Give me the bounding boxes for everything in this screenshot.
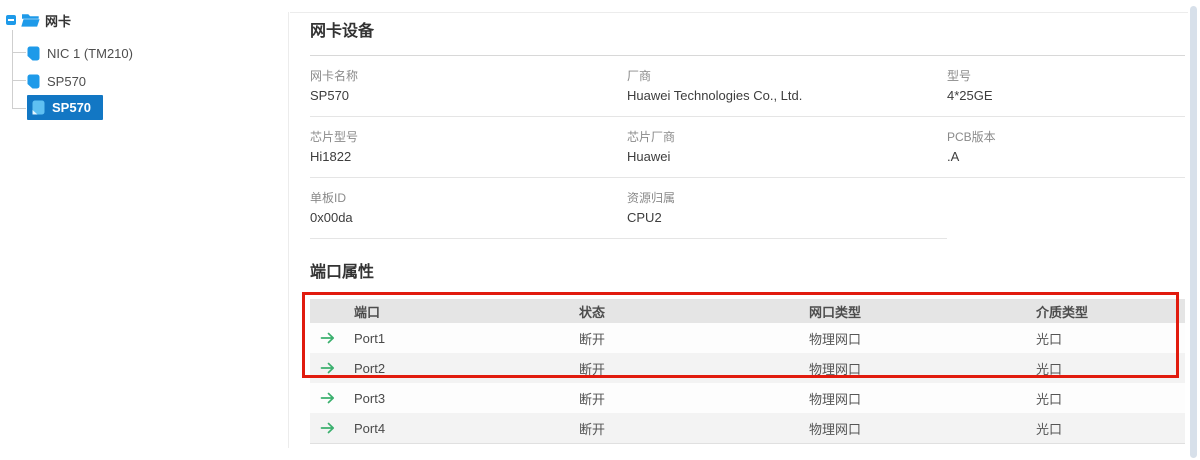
field-vendor: 厂商 Huawei Technologies Co., Ltd. <box>627 56 947 117</box>
port-status: 断开 <box>579 421 606 437</box>
main-content: 网卡设备 网卡名称 SP570 厂商 Huawei Technologies C… <box>310 0 1185 444</box>
nic-card-icon <box>27 46 40 61</box>
tree-node-root[interactable]: 网卡 <box>6 10 71 30</box>
tree-connector-line <box>13 80 26 81</box>
port-media: 光口 <box>1036 361 1063 377</box>
device-section-title: 网卡设备 <box>310 0 1185 56</box>
port-status: 断开 <box>579 391 606 407</box>
field-value: Huawei <box>627 149 671 164</box>
field-value: 0x00da <box>310 210 353 225</box>
field-nic-name: 网卡名称 SP570 <box>310 56 627 117</box>
port-status: 断开 <box>579 331 606 347</box>
field-chip-model: 芯片型号 Hi1822 <box>310 117 627 178</box>
vertical-scrollbar[interactable] <box>1190 6 1197 458</box>
field-value: SP570 <box>310 88 350 103</box>
field-label: 芯片厂商 <box>627 130 676 144</box>
device-fields-grid: 网卡名称 SP570 厂商 Huawei Technologies Co., L… <box>310 56 1185 239</box>
port-row-3[interactable]: Port3 断开 物理网口 光口 <box>310 383 1185 413</box>
folder-open-icon <box>21 12 40 28</box>
column-header-status: 状态 <box>579 304 606 320</box>
tree-root-label: 网卡 <box>45 13 72 29</box>
tree-node-sp570-1[interactable]: SP570 <box>27 72 86 90</box>
column-header-port: 端口 <box>354 304 381 320</box>
port-name: Port1 <box>354 330 386 346</box>
field-label: PCB版本 <box>947 130 996 144</box>
port-type: 物理网口 <box>809 391 862 407</box>
field-label: 资源归属 <box>627 191 676 205</box>
port-type: 物理网口 <box>809 331 862 347</box>
port-status-arrow-icon <box>310 362 354 374</box>
column-header-media-type: 介质类型 <box>1036 304 1089 320</box>
field-value: .A <box>947 149 960 164</box>
port-row-4[interactable]: Port4 断开 物理网口 光口 <box>310 413 1185 444</box>
port-name: Port4 <box>354 420 386 436</box>
field-label: 单板ID <box>310 191 347 205</box>
tree-connector-line <box>13 108 26 109</box>
tree-item-label: SP570 <box>47 73 87 89</box>
field-pcb-version: PCB版本 .A <box>947 117 1185 178</box>
field-label: 型号 <box>947 69 972 83</box>
content-top-border <box>290 12 1188 13</box>
port-name: Port3 <box>354 390 386 406</box>
tree-node-nic1[interactable]: NIC 1 (TM210) <box>27 44 133 62</box>
tree-connector-line <box>13 52 26 53</box>
port-table: 端口 状态 网口类型 介质类型 Port1 断开 物理网口 光口 Port2 断 <box>310 299 1185 444</box>
port-status: 断开 <box>579 361 606 377</box>
port-row-2[interactable]: Port2 断开 物理网口 光口 <box>310 353 1185 383</box>
port-name: Port2 <box>354 360 386 376</box>
port-status-arrow-icon <box>310 392 354 404</box>
port-type: 物理网口 <box>809 361 862 377</box>
port-status-arrow-icon <box>310 332 354 344</box>
panel-divider <box>288 12 289 448</box>
device-tree: 网卡 NIC 1 (TM210) SP570 <box>0 0 288 460</box>
nic-card-icon <box>27 74 40 89</box>
field-value: 4*25GE <box>947 88 993 103</box>
tree-connector-line <box>12 30 13 109</box>
port-type: 物理网口 <box>809 421 862 437</box>
field-value: Huawei Technologies Co., Ltd. <box>627 88 803 103</box>
port-media: 光口 <box>1036 391 1063 407</box>
tree-item-label: NIC 1 (TM210) <box>47 45 133 61</box>
collapse-toggle-icon[interactable] <box>6 15 16 25</box>
field-value: Hi1822 <box>310 149 352 164</box>
field-label: 网卡名称 <box>310 69 359 83</box>
port-status-arrow-icon <box>310 422 354 434</box>
field-board-id: 单板ID 0x00da <box>310 178 627 239</box>
field-chip-vendor: 芯片厂商 Huawei <box>627 117 947 178</box>
tree-item-label: SP570 <box>52 100 92 115</box>
nic-card-icon <box>32 100 45 115</box>
field-label: 厂商 <box>627 69 652 83</box>
ports-section-title: 端口属性 <box>310 264 375 281</box>
tree-node-sp570-2-selected[interactable]: SP570 <box>27 95 104 120</box>
field-label: 芯片型号 <box>310 130 359 144</box>
port-row-1[interactable]: Port1 断开 物理网口 光口 <box>310 323 1185 353</box>
field-model: 型号 4*25GE <box>947 56 1185 117</box>
field-resource-owner: 资源归属 CPU2 <box>627 178 947 239</box>
port-table-header: 端口 状态 网口类型 介质类型 <box>310 299 1185 323</box>
column-header-port-type: 网口类型 <box>809 304 862 320</box>
port-media: 光口 <box>1036 331 1063 347</box>
port-media: 光口 <box>1036 421 1063 437</box>
field-value: CPU2 <box>627 210 662 225</box>
field-empty-cell <box>947 178 1185 239</box>
